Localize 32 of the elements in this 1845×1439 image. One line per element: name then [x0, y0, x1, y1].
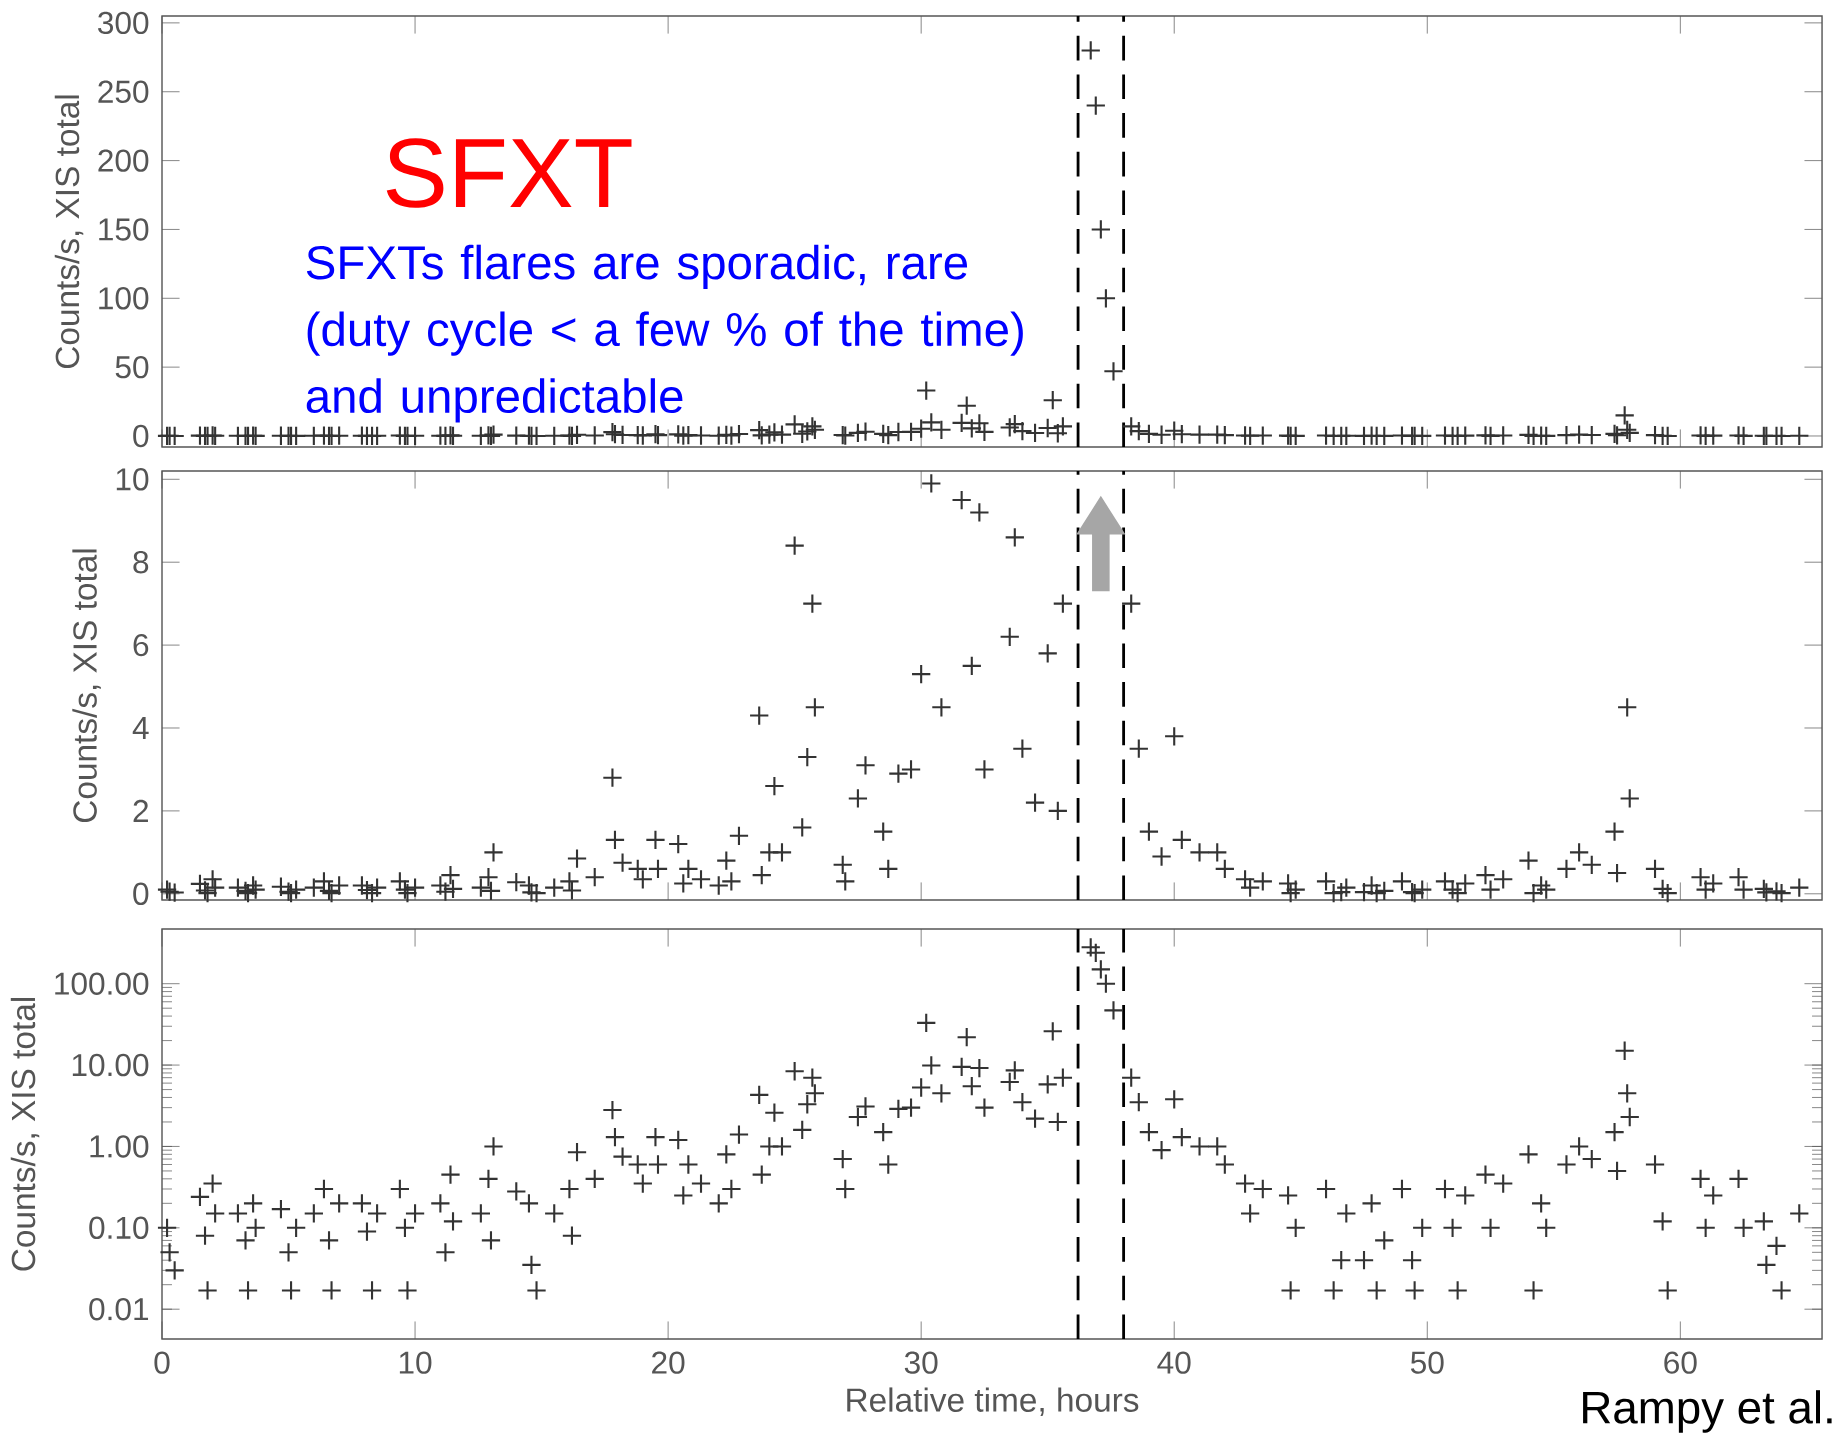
y-tick-label: 4	[132, 717, 149, 739]
y-tick-label: 10	[116, 468, 149, 491]
x-tick-label: 40	[1157, 1351, 1191, 1374]
x-tick-label: 60	[1664, 1351, 1697, 1374]
annotation: SFXTs flares are sporadic, rare (duty cycle < a few % of the time) and unpredictable	[306, 244, 1023, 423]
y-tick-label: 0.01	[89, 1297, 149, 1321]
y-tick-label: 300	[98, 11, 149, 35]
y-tick-label: 100	[99, 287, 149, 310]
y-tick-label: 250	[98, 80, 149, 103]
y-tick-label: 0	[133, 882, 149, 906]
x-tick-label: 0	[154, 1351, 170, 1374]
y-axis-title: Counts/s, XIS total	[10, 998, 40, 1271]
y-tick-label: 150	[99, 218, 149, 241]
y-tick-label: 0.10	[89, 1216, 149, 1240]
y-tick-label: 1.00	[90, 1135, 149, 1158]
x-axis-title: Relative time, hours	[847, 1387, 1139, 1416]
y-tick-label: 200	[98, 149, 149, 172]
x-tick-label: 20	[652, 1351, 685, 1374]
y-tick-label: 100.00	[55, 972, 149, 995]
x-tick-label: 30	[904, 1351, 938, 1374]
y-axis-title: Counts/s, XIS total	[72, 549, 101, 823]
y-tick-label: 10.00	[72, 1053, 149, 1077]
y-tick-label: 0	[133, 424, 149, 448]
y-tick-label: 8	[133, 550, 149, 574]
y-tick-label: 50	[115, 355, 149, 379]
y-axis-title: Counts/s, XIS total	[54, 95, 84, 369]
text: Rampy et al.	[1583, 1390, 1832, 1433]
x-tick-label: 10	[399, 1351, 432, 1374]
y-tick-label: 2	[133, 799, 148, 822]
annotation: SFXT	[386, 138, 632, 208]
x-tick-label: 50	[1410, 1351, 1444, 1374]
y-tick-label: 6	[133, 633, 149, 657]
